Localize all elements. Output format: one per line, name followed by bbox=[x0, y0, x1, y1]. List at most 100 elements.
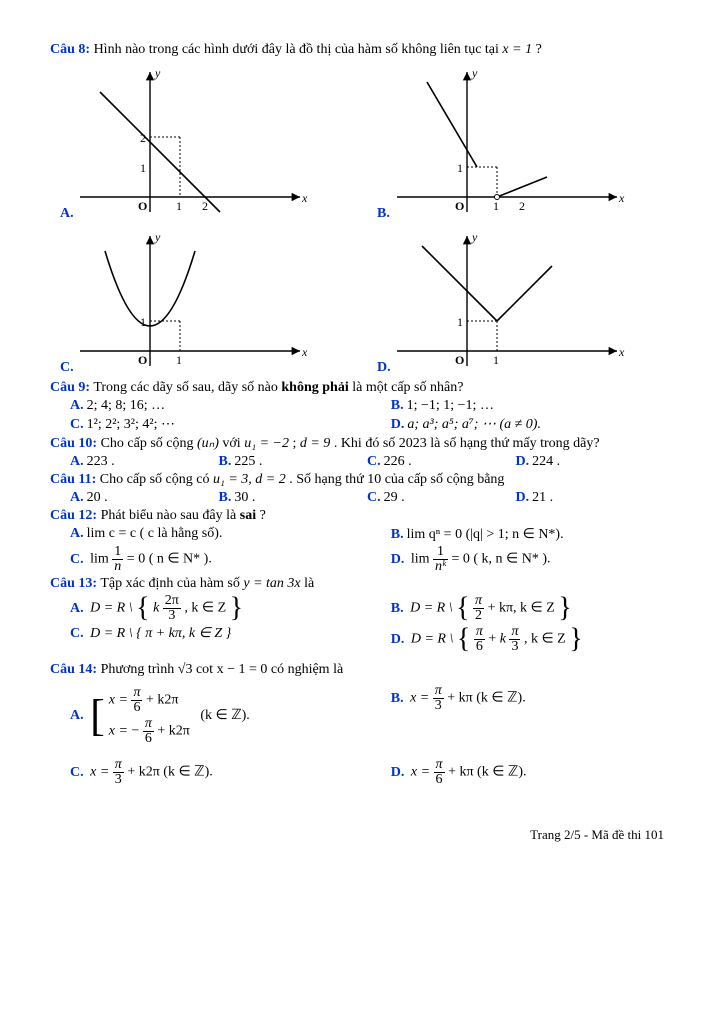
q13-A-tail: , k ∈ Z bbox=[184, 601, 226, 616]
q10-B-lbl: B. bbox=[219, 454, 232, 469]
q9: Câu 9: Trong các dãy số sau, dãy số nào … bbox=[50, 380, 664, 396]
q13-D-frac1: π6 bbox=[474, 625, 485, 654]
q14-C-den: 3 bbox=[113, 773, 124, 787]
q14-A1-den: 6 bbox=[131, 701, 142, 715]
q14-C-num: π bbox=[113, 758, 124, 773]
q14-A2-tail: + k2π bbox=[157, 724, 189, 739]
q12-D-frac: 1nᵏ bbox=[433, 545, 448, 574]
q10-u1: u₁ = −2 bbox=[244, 436, 289, 451]
svg-text:O: O bbox=[138, 199, 147, 213]
q13-D-lbl: D. bbox=[391, 632, 405, 647]
q13-row2: C. D = R \ { π + kπ, k ∈ Z } D. D = R \ … bbox=[70, 625, 664, 654]
q9-row2: C.1²; 2²; 3²; 4²; ⋯ D.a; a³; a⁵; a⁷; ⋯ (… bbox=[70, 416, 664, 433]
q13-D-num2: π bbox=[509, 625, 520, 640]
svg-text:1: 1 bbox=[493, 199, 499, 213]
q11-A: 20 . bbox=[87, 490, 108, 505]
q10: Câu 10: Cho cấp số cộng (uₙ) với u₁ = −2… bbox=[50, 435, 664, 452]
svg-text:1: 1 bbox=[140, 315, 146, 329]
q10-A: 223 . bbox=[87, 454, 115, 469]
svg-text:x: x bbox=[618, 191, 625, 205]
rbrace-icon: } bbox=[558, 593, 571, 624]
q14-A1-frac: π6 bbox=[131, 686, 142, 715]
lbrace-icon: { bbox=[457, 624, 470, 655]
q12-C-num: 1 bbox=[112, 545, 123, 560]
q12-D-lbl: D. bbox=[391, 552, 405, 567]
q14-C-tail: + k2π bbox=[127, 765, 159, 780]
q12-D-tail: = 0 ( k, n ∈ N* ). bbox=[451, 552, 550, 567]
q13-A-dr: D = R \ bbox=[90, 601, 136, 616]
q12-row1: A.lim c = c ( c là hằng số). B.lim qⁿ = … bbox=[70, 526, 664, 543]
page-footer: Trang 2/5 - Mã đề thi 101 bbox=[50, 827, 664, 843]
graph-d-svg: y x O 1 1 bbox=[367, 226, 637, 376]
q8: Câu 8: Hình nào trong các hình dưới đây … bbox=[50, 42, 664, 58]
q12-C-den: n bbox=[112, 560, 123, 574]
q9-label: Câu 9: bbox=[50, 380, 90, 395]
plus-icon: + bbox=[488, 632, 499, 647]
svg-text:y: y bbox=[471, 230, 478, 244]
q13-D-dr: D = R \ bbox=[411, 632, 457, 647]
q12-B-lbl: B. bbox=[391, 527, 404, 542]
q14-row1: A. [ x = π6 + k2π x = − π6 + k2π (k ∈ ℤ)… bbox=[70, 684, 664, 748]
q11-u1: u₁ = 3, d = 2 bbox=[213, 472, 286, 487]
svg-text:y: y bbox=[154, 66, 161, 80]
q13: Câu 13: Tập xác định của hàm số y = tan … bbox=[50, 576, 664, 592]
q12-A: lim c = c ( c là hằng số). bbox=[87, 526, 223, 541]
q10-mid: với bbox=[222, 436, 244, 451]
svg-text:2: 2 bbox=[202, 199, 208, 213]
q8-B-label: B. bbox=[377, 206, 390, 222]
q8-D-label: D. bbox=[377, 360, 391, 376]
svg-text:O: O bbox=[138, 353, 147, 367]
q12-C-frac: 1n bbox=[112, 545, 123, 574]
q14: Câu 14: Phương trình √3 cot x − 1 = 0 có… bbox=[50, 662, 664, 678]
q13-B-den: 2 bbox=[473, 609, 484, 623]
q11-text2: . Số hạng thứ 10 của cấp số cộng bằng bbox=[289, 472, 504, 487]
svg-text:1: 1 bbox=[457, 315, 463, 329]
q14-B-num: π bbox=[433, 684, 444, 699]
q14-C-frac: π3 bbox=[113, 758, 124, 787]
q13-A-frac: 2π3 bbox=[163, 594, 181, 623]
svg-text:y: y bbox=[471, 66, 478, 80]
q9-A: 2; 4; 8; 16; … bbox=[87, 398, 166, 413]
q12-A-lbl: A. bbox=[70, 526, 84, 541]
q13-B-frac: π2 bbox=[473, 594, 484, 623]
q14-A2-minus: − bbox=[131, 724, 139, 739]
q13-B-num: π bbox=[473, 594, 484, 609]
q12-C-tail: = 0 ( n ∈ N* ). bbox=[127, 552, 212, 567]
q12-text: Phát biểu nào sau đây là bbox=[101, 508, 240, 523]
q14-D-den: 6 bbox=[434, 773, 445, 787]
svg-text:x: x bbox=[301, 345, 308, 359]
q13-text: Tập xác định của hàm số bbox=[100, 576, 243, 591]
q14-D-lbl: D. bbox=[391, 765, 405, 780]
svg-text:y: y bbox=[154, 230, 161, 244]
q11-label: Câu 11: bbox=[50, 472, 96, 487]
svg-text:x: x bbox=[301, 191, 308, 205]
q13-text2: là bbox=[304, 576, 314, 591]
q10-sep: ; bbox=[292, 436, 299, 451]
q9-A-lbl: A. bbox=[70, 398, 84, 413]
q14-A-lbl: A. bbox=[70, 708, 84, 723]
q12-row2: C. lim 1n = 0 ( n ∈ N* ). D. lim 1nᵏ = 0… bbox=[70, 545, 664, 574]
svg-text:2: 2 bbox=[519, 199, 525, 213]
q13-row1: A. D = R \ { k 2π3 , k ∈ Z } B. D = R \ … bbox=[70, 594, 664, 623]
q14-A-kz: (k ∈ ℤ). bbox=[200, 708, 249, 723]
q10-un: (uₙ) bbox=[197, 436, 219, 451]
q11-C-lbl: C. bbox=[367, 490, 381, 505]
q10-opts: A.223 . B.225 . C.226 . D.224 . bbox=[70, 454, 664, 470]
q12-label: Câu 12: bbox=[50, 508, 97, 523]
q14-A1-x: x = bbox=[109, 693, 132, 708]
q14-B-den: 3 bbox=[433, 699, 444, 713]
svg-text:2: 2 bbox=[140, 131, 146, 145]
q14-B-frac: π3 bbox=[433, 684, 444, 713]
q9-C: 1²; 2²; 3²; 4²; ⋯ bbox=[87, 417, 175, 432]
q11-B-lbl: B. bbox=[219, 490, 232, 505]
rbrace-icon: } bbox=[569, 624, 582, 655]
q13-D-den2: 3 bbox=[509, 640, 520, 654]
q14-A2-x: x = bbox=[109, 724, 132, 739]
q13-B-dr: D = R \ bbox=[410, 601, 456, 616]
q8-graphs-bottom: y x O 1 1 C. y x O 1 1 D. bbox=[50, 226, 664, 376]
q12-B: lim qⁿ = 0 (|q| > 1; n ∈ N*). bbox=[407, 527, 564, 542]
q12-D-lim: lim bbox=[411, 552, 430, 567]
lbracket-icon: [ bbox=[90, 694, 105, 738]
q9-bold: không phải bbox=[281, 380, 348, 395]
q11: Câu 11: Cho cấp số cộng có u₁ = 3, d = 2… bbox=[50, 472, 664, 488]
